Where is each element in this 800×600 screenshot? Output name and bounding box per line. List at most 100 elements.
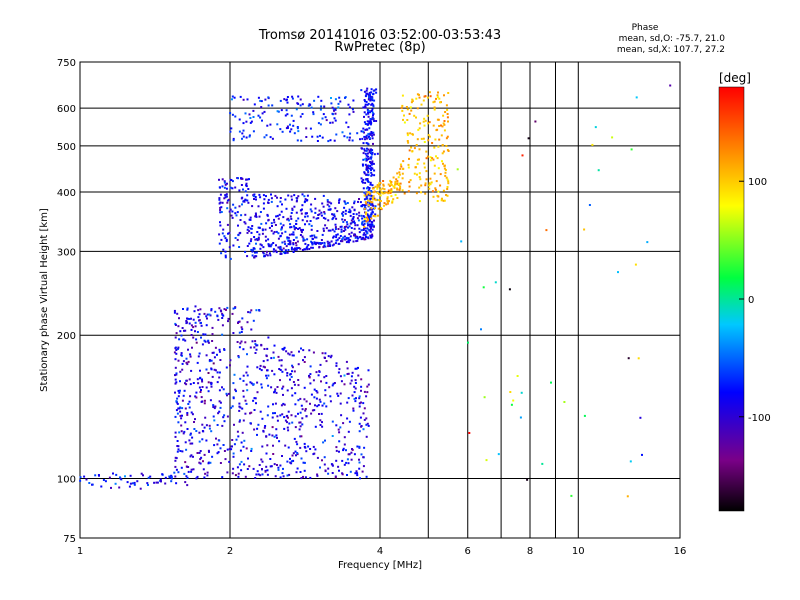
echo-point [200, 396, 203, 399]
echo-point [415, 192, 418, 195]
echo-point [279, 253, 282, 255]
echo-point [365, 137, 368, 140]
echo-point [239, 219, 242, 221]
echo-point [370, 217, 373, 220]
echo-point [238, 346, 241, 349]
echo-point [369, 234, 372, 237]
echo-point [372, 204, 375, 207]
echo-point [278, 368, 281, 370]
echo-point [227, 392, 230, 395]
echo-point [114, 482, 117, 485]
echo-point [325, 381, 328, 384]
echo-point [185, 475, 188, 478]
echo-point [133, 481, 136, 484]
echo-point [302, 238, 305, 241]
echo-point [342, 211, 345, 214]
echo-point [205, 354, 208, 357]
echo-point [520, 391, 523, 394]
echo-point [231, 98, 233, 101]
echo-point [252, 248, 255, 251]
echo-point [356, 217, 359, 220]
echo-point [226, 201, 229, 204]
echo-point [186, 321, 188, 324]
echo-point [186, 413, 189, 416]
echo-point [205, 368, 208, 371]
echo-point [293, 225, 296, 228]
echo-point [250, 248, 253, 251]
echo-point [358, 198, 360, 200]
echo-point [249, 346, 252, 349]
echo-point [365, 149, 368, 152]
echo-point [185, 320, 188, 322]
echo-point [232, 139, 235, 142]
echo-point [222, 388, 225, 391]
echo-point [426, 114, 429, 117]
echo-point [199, 377, 201, 380]
echo-point [253, 409, 256, 411]
echo-point [329, 400, 332, 403]
echo-point [327, 472, 330, 475]
echo-point [347, 372, 350, 375]
echo-point [413, 147, 416, 150]
echo-point [203, 476, 206, 479]
echo-point [446, 135, 449, 138]
echo-point [280, 228, 283, 231]
echo-point [356, 472, 359, 475]
echo-point [410, 101, 413, 104]
echo-point [307, 244, 310, 246]
echo-point [322, 216, 325, 219]
echo-point [358, 405, 361, 408]
echo-point [266, 359, 269, 362]
echo-point [321, 117, 324, 120]
echo-point [269, 123, 272, 126]
echo-point [352, 240, 355, 243]
echo-point [186, 307, 189, 310]
echo-point [353, 220, 356, 223]
echo-point [362, 465, 365, 468]
echo-point [409, 106, 412, 109]
echo-point [356, 132, 359, 135]
echo-point [374, 205, 377, 208]
echo-point [339, 392, 342, 395]
echo-point [367, 204, 370, 207]
echo-point [364, 100, 366, 103]
echo-point [347, 211, 350, 213]
echo-point [230, 127, 233, 130]
echo-point [366, 213, 369, 216]
echo-point [277, 110, 280, 113]
echo-point [294, 450, 297, 453]
echo-point [436, 128, 439, 131]
echo-point [408, 149, 411, 152]
echo-point [212, 415, 215, 418]
echo-point [238, 232, 241, 235]
echo-point [294, 403, 297, 406]
echo-point [444, 111, 447, 113]
echo-point [323, 212, 326, 215]
echo-point [331, 472, 334, 474]
echo-point [363, 148, 366, 151]
echo-point [362, 164, 364, 167]
echo-point [423, 141, 426, 143]
echo-point [264, 228, 267, 231]
echo-point [434, 187, 437, 190]
echo-point [310, 224, 313, 227]
echo-point [305, 246, 308, 249]
echo-point [401, 104, 404, 107]
echo-point [368, 150, 371, 152]
echo-point [358, 211, 361, 214]
echo-point [372, 198, 374, 201]
echo-point [367, 191, 370, 194]
echo-point [290, 195, 293, 198]
echo-point [189, 353, 192, 356]
echo-point [235, 390, 237, 393]
echo-point [635, 96, 638, 99]
echo-point [304, 408, 307, 410]
echo-point [352, 409, 355, 412]
echo-point [300, 347, 302, 350]
echo-point [353, 227, 356, 230]
echo-point [294, 415, 297, 418]
echo-point [238, 420, 241, 423]
echo-point [367, 383, 370, 386]
